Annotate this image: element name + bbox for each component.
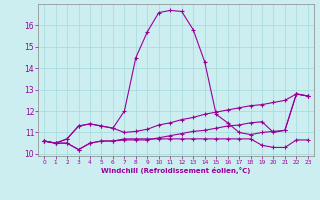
- X-axis label: Windchill (Refroidissement éolien,°C): Windchill (Refroidissement éolien,°C): [101, 167, 251, 174]
